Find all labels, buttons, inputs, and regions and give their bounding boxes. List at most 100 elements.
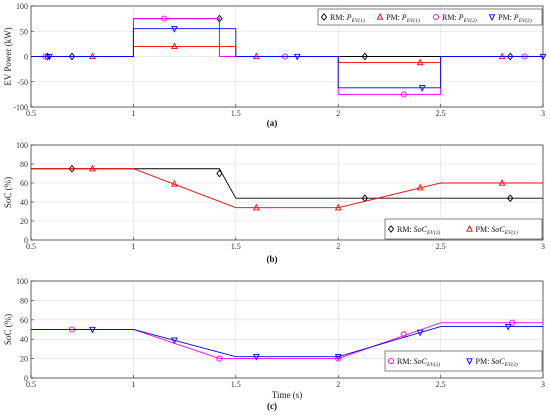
x-tick-label: 1	[131, 380, 135, 389]
series-2-marker	[504, 323, 512, 331]
legend-entry: PM: PEV(1)	[386, 13, 420, 24]
y-tick-label: 60	[20, 316, 28, 325]
series-2-marker	[252, 203, 260, 211]
x-tick-label: 2	[336, 109, 340, 118]
series-2-marker	[334, 203, 342, 211]
series-2-marker	[416, 329, 424, 337]
legend-marker	[387, 357, 395, 365]
x-tick-label: 2	[336, 242, 340, 251]
y-tick-label: 100	[16, 2, 28, 11]
series-2-marker	[171, 337, 178, 345]
x-tick-label: 0.5	[26, 380, 36, 389]
x-tick-label: 3	[541, 109, 545, 118]
y-axis-label: SoC (%)	[3, 177, 13, 208]
series-2-marker	[171, 42, 178, 50]
series-3-marker	[161, 15, 168, 22]
series-line-4	[31, 28, 543, 89]
series-1-marker	[68, 164, 76, 173]
x-tick-label: 2.5	[436, 242, 446, 251]
y-tick-label: 50	[20, 27, 28, 36]
legend-entry: PM: PEV(2)	[498, 13, 532, 24]
legend-entry: RM: SoCEV(2)	[397, 357, 440, 368]
series-4-marker	[171, 26, 178, 33]
series-1-marker	[68, 52, 76, 61]
axes-box	[30, 144, 544, 241]
series-1-marker	[507, 52, 514, 61]
legend-marker	[376, 12, 384, 20]
y-axis-label: EV Power (kW)	[3, 27, 13, 85]
legend-entry: RM: PEV(2)	[442, 13, 477, 24]
y-tick-label: 100	[16, 277, 28, 286]
y-tick-label: 20	[20, 355, 28, 364]
y-tick-label: 100	[16, 141, 28, 150]
y-axis-label: SoC (%)	[3, 314, 13, 345]
y-tick-label: 60	[20, 179, 28, 188]
series-3-marker	[400, 91, 407, 98]
legend-box	[317, 8, 543, 26]
series-2-marker	[334, 354, 342, 361]
series-line-2	[31, 168, 543, 209]
chart-panel-1: 0.5 1 1.5 2 2.5 3 -100 -50 0 50 100 EV Power (kW) (a…	[3, 2, 547, 128]
y-tick-label: 0	[24, 53, 28, 62]
series-2-marker	[498, 178, 506, 186]
legend: RM: PEV(1) PM: PEV(1) RM: PEV(2) PM: PEV(2)	[317, 8, 543, 26]
legend-entry: PM: SoCEV(1)	[476, 225, 518, 236]
x-tick-label: 1	[131, 109, 135, 118]
chart-panel-2: 0.5 1 1.5 2 2.5 3 0 20 40 60 80 100 SoC (%) (b) RM: So…	[3, 141, 545, 264]
legend-marker	[466, 358, 473, 366]
legend-marker	[488, 14, 496, 22]
panel-label: (c)	[267, 401, 277, 411]
series-1-marker	[44, 52, 51, 61]
y-tick-label: 40	[20, 198, 28, 207]
series-line-2	[31, 326, 543, 358]
y-tick-label: 40	[20, 335, 28, 344]
panel-label: (b)	[267, 254, 278, 264]
x-tick-label: 0.5	[26, 242, 36, 251]
legend-entry: PM: SoCEV(2)	[476, 357, 518, 368]
y-tick-label: 0	[24, 374, 28, 383]
series-2-marker	[89, 164, 96, 172]
series-1-marker	[335, 355, 342, 362]
x-tick-label: 3	[541, 380, 545, 389]
y-tick-label: -50	[17, 78, 28, 87]
legend: RM: SoCEV(1) PM: SoCEV(1)	[384, 218, 543, 240]
x-tick-label: 2	[336, 380, 340, 389]
series-1-marker	[361, 52, 369, 61]
series-2-marker	[252, 354, 260, 361]
axes-box	[30, 280, 544, 379]
series-1-marker	[216, 355, 223, 362]
x-tick-label: 1.5	[231, 109, 241, 118]
y-tick-label: 80	[20, 160, 28, 169]
series-1-marker	[216, 169, 223, 178]
x-tick-label: 3	[541, 242, 545, 251]
series-4-marker	[418, 85, 426, 92]
x-tick-label: 1	[131, 242, 135, 251]
series-4-marker	[293, 53, 301, 61]
legend: RM: SoCEV(2) PM: SoCEV(2)	[384, 350, 543, 372]
legend-entry: RM: SoCEV(1)	[397, 225, 440, 236]
x-tick-label: 0.5	[26, 109, 36, 118]
series-2-marker	[416, 183, 424, 191]
series-4-marker	[46, 53, 53, 61]
panel-label: (a)	[267, 118, 278, 128]
y-tick-label: -100	[13, 103, 28, 112]
series-2-marker	[416, 58, 424, 66]
legend-marker	[466, 224, 473, 232]
legend-box	[384, 218, 543, 240]
y-tick-label: 20	[20, 217, 28, 226]
legend-entry: RM: PEV(1)	[330, 13, 365, 24]
series-1-marker	[509, 319, 516, 326]
x-tick-label: 1.5	[231, 380, 241, 389]
series-2-marker	[171, 179, 178, 187]
x-tick-label: 2.5	[436, 380, 446, 389]
legend-marker	[320, 13, 328, 21]
chart-panel-3: 0.5 1 1.5 2 2.5 3 0 20 40 60 80 100 SoC (%) Time (s)(…	[3, 277, 545, 411]
x-tick-label: 1.5	[231, 242, 241, 251]
x-tick-label: 2.5	[436, 109, 446, 118]
series-2-marker	[89, 326, 96, 334]
legend-marker	[387, 225, 395, 233]
y-tick-label: 80	[20, 296, 28, 305]
x-axis-label: Time (s)	[272, 390, 302, 400]
series-1-marker	[507, 194, 514, 203]
